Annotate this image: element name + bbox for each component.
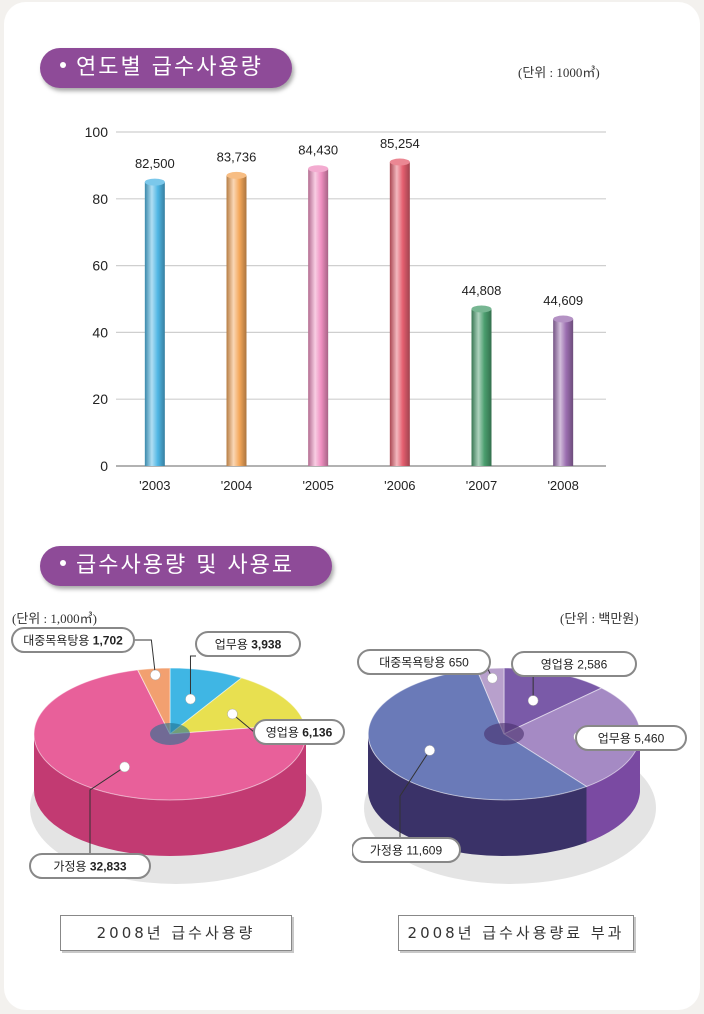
bar-top (553, 315, 574, 323)
section-title-yearly: 연도별 급수사용량 (40, 48, 292, 88)
bar-0 (144, 182, 165, 466)
bar-2 (308, 168, 329, 467)
pie-center (150, 723, 190, 745)
callout-label: 가정용 11,609 (370, 844, 443, 858)
caption-fee: 2008년 급수사용량료 부과 (398, 915, 634, 951)
callout-box (352, 837, 461, 863)
bullet-icon (60, 560, 66, 566)
bar-4 (471, 309, 492, 466)
pie-callout: 영업용 2,586 (511, 651, 637, 706)
caption-usage: 2008년 급수사용량 (60, 915, 292, 951)
pie-side-2 (368, 734, 587, 856)
y-tick-label: 100 (85, 124, 109, 140)
callout-label: 가정용 32,833 (53, 860, 126, 874)
y-tick-label: 80 (92, 191, 108, 207)
fee-pie-chart: 영업용 2,586 업무용 5,460 가정용 11,609 대중목욕탕용 650 (352, 649, 687, 884)
callout-box (253, 719, 345, 745)
callout-box (357, 649, 491, 675)
y-tick-label: 20 (92, 391, 108, 407)
pie-callout: 가정용 11,609 (352, 745, 461, 863)
unit-label-left: (단위 : 1,000㎥) (12, 611, 97, 626)
callout-dot (527, 695, 539, 706)
callout-dot (227, 708, 238, 720)
callout-label: 업무용 5,460 (598, 732, 665, 746)
x-tick-label: '2006 (384, 478, 415, 493)
y-tick-label: 0 (100, 458, 108, 474)
callout-box (511, 651, 637, 677)
callout-box (11, 627, 135, 653)
callout-dot (424, 745, 435, 756)
bar-value-label: 83,736 (217, 149, 257, 164)
bar-top (308, 165, 329, 173)
pie-side-2 (34, 734, 306, 856)
bar-top (471, 305, 492, 313)
callout-box (575, 725, 687, 751)
callout-leader (89, 766, 125, 866)
callout-box (29, 853, 151, 879)
bar-value-label: 84,430 (298, 143, 338, 158)
bar-value-label: 82,500 (135, 156, 175, 171)
pie-side-1 (586, 734, 640, 843)
x-tick-label: '2008 (547, 478, 578, 493)
section-title-usage: 급수사용량 및 사용료 (40, 546, 332, 586)
section-title-text: 급수사용량 및 사용료 (76, 553, 295, 578)
callout-dot (487, 672, 498, 684)
pie-slice-3 (136, 667, 171, 735)
section-title-text: 연도별 급수사용량 (76, 55, 263, 80)
callout-dot (150, 669, 161, 681)
x-tick-label: '2005 (302, 478, 333, 493)
y-tick-label: 40 (92, 324, 108, 340)
bar-value-label: 44,609 (543, 293, 583, 308)
bar-top (226, 171, 247, 179)
bar-3 (389, 162, 410, 466)
callout-dot (119, 761, 130, 773)
x-tick-label: '2003 (139, 478, 170, 493)
callout-label: 대중목욕탕용 1,702 (23, 634, 123, 648)
bar-top (144, 178, 165, 186)
x-tick-label: '2007 (466, 478, 497, 493)
bar-value-label: 44,808 (462, 283, 502, 298)
callout-leader (399, 750, 431, 850)
pie-callout: 가정용 32,833 (29, 761, 151, 879)
callout-leader (134, 639, 156, 676)
pie-callout: 업무용 3,938 (185, 631, 301, 705)
pie-callout: 업무용 5,460 (573, 725, 687, 751)
yearly-bar-chart: 0 20 40 60 80 100 82,500 '2003 83,736 '2004 84,430… (85, 124, 606, 493)
bar-5 (553, 319, 574, 466)
bullet-icon (60, 62, 66, 68)
unit-label-yearly: (단위 : 1000㎥) (518, 65, 600, 80)
y-tick-label: 60 (92, 258, 108, 274)
callout-label: 대중목욕탕용 650 (379, 656, 469, 670)
bar-1 (226, 175, 247, 467)
pie-callout: 영업용 6,136 (227, 708, 345, 745)
usage-pie-chart: 업무용 3,938 영업용 6,136 가정용 32,833 대중목욕탕용 1,702 (11, 627, 345, 884)
pie-center (484, 723, 524, 745)
callout-label: 영업용 2,586 (541, 658, 608, 672)
callout-box (195, 631, 301, 657)
callout-label: 영업용 6,136 (266, 726, 333, 740)
x-tick-label: '2004 (221, 478, 252, 493)
bar-value-label: 85,254 (380, 136, 420, 151)
callout-label: 업무용 3,938 (215, 638, 282, 652)
callout-dot (185, 693, 196, 705)
unit-label-right: (단위 : 백만원) (560, 611, 639, 626)
pie-callout: 대중목욕탕용 650 (357, 649, 498, 684)
pie-slice-2 (367, 668, 588, 801)
pie-callout: 대중목욕탕용 1,702 (11, 627, 161, 681)
callout-leader (189, 655, 196, 700)
bar-top (389, 158, 410, 166)
